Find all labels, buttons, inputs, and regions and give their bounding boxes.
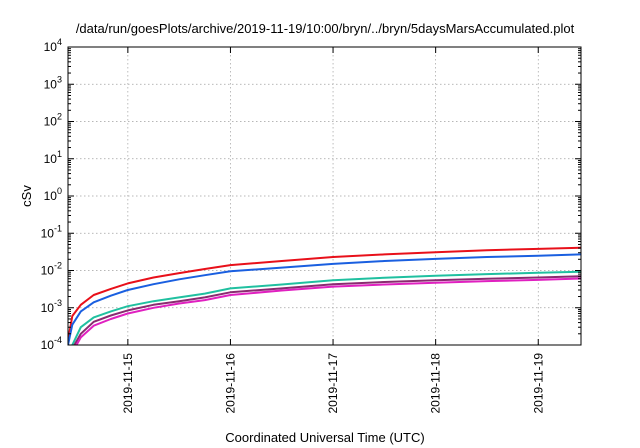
grid xyxy=(68,47,581,345)
chart-title: /data/run/goesPlots/archive/2019-11-19/1… xyxy=(76,21,575,36)
y-tick-label: 10-3 xyxy=(41,298,62,315)
y-tick-label: 10-4 xyxy=(41,335,62,352)
x-axis: 2019-11-15 2019-11-16 2019-11-17 2019-11-18… xyxy=(121,47,545,414)
x-tick-label: 2019-11-17 xyxy=(326,353,340,414)
y-axis-label: cSv xyxy=(19,185,34,207)
x-tick-label: 2019-11-18 xyxy=(429,353,443,414)
x-tick-label: 2019-11-16 xyxy=(223,353,237,414)
y-tick-label: 101 xyxy=(44,149,62,166)
series-line-1 xyxy=(68,246,581,341)
series-line-5 xyxy=(75,277,581,345)
y-tick-label: 104 xyxy=(44,37,62,54)
y-axis: 10-4 10-3 10-2 10-1 100 101 102 103 104 xyxy=(41,37,581,352)
y-tick-label: 103 xyxy=(44,74,62,91)
y-tick-label: 100 xyxy=(44,186,62,203)
y-tick-label: 102 xyxy=(44,112,62,129)
series-line-2 xyxy=(68,253,581,345)
series-layer xyxy=(68,246,581,345)
series-line-3 xyxy=(71,270,581,345)
y-tick-label: 10-1 xyxy=(41,223,62,240)
x-tick-label: 2019-11-15 xyxy=(121,353,135,414)
y-tick-label: 10-2 xyxy=(41,261,62,278)
series-line-4 xyxy=(73,275,581,345)
x-axis-label: Coordinated Universal Time (UTC) xyxy=(225,430,424,445)
x-tick-label: 2019-11-19 xyxy=(531,353,545,414)
